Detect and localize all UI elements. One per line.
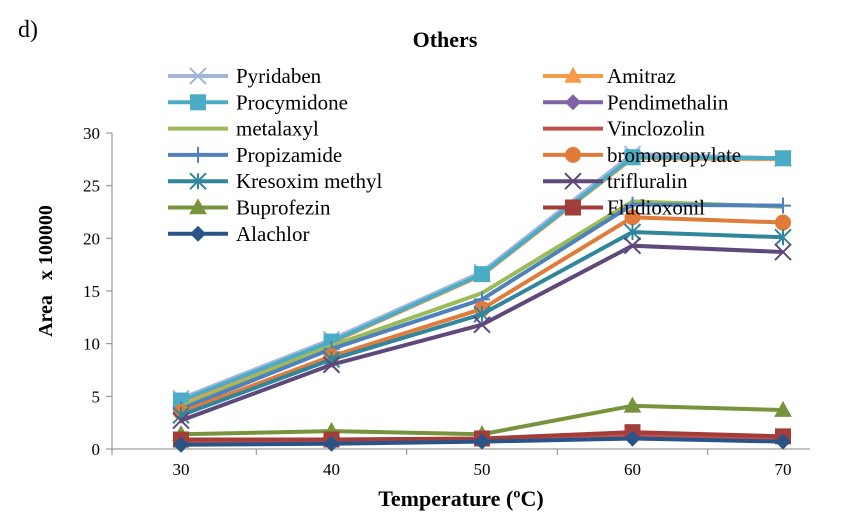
marker-diamond — [624, 430, 641, 447]
legend-label: Alachlor — [236, 222, 309, 246]
legend-label: Pendimethalin — [607, 90, 729, 114]
legend-item: trifluralin — [543, 169, 688, 193]
legend-item: Alachlor — [168, 222, 309, 246]
marker-x — [473, 315, 491, 334]
marker-diamond — [173, 436, 189, 453]
y-tick-label: 15 — [83, 282, 100, 301]
legend-item: Amitraz — [543, 64, 676, 88]
y-axis-label: Area x 100000 — [35, 205, 57, 337]
y-tick-label: 0 — [92, 440, 101, 459]
marker-triangle — [623, 396, 642, 413]
y-tick-label: 20 — [83, 229, 100, 248]
x-tick-label: 70 — [775, 460, 792, 479]
series-alachlor — [173, 430, 791, 453]
series-layer — [172, 145, 792, 453]
marker-x — [322, 356, 341, 374]
legend: Pyridaben Amitraz Procymidone Pendimethalin… — [168, 64, 741, 246]
marker-circle — [775, 214, 791, 231]
marker-x — [172, 411, 190, 430]
marker-x — [564, 172, 582, 190]
marker-circle — [624, 209, 641, 226]
marker-x — [623, 236, 642, 255]
marker-circle — [565, 146, 581, 163]
marker-asterisk — [189, 172, 207, 190]
legend-label: Fludioxonil — [607, 196, 705, 220]
legend-item: Buprofezin — [168, 196, 331, 220]
x-tick-label: 50 — [474, 460, 491, 479]
legend-label: Procymidone — [236, 90, 348, 114]
panel-label: d) — [18, 17, 38, 43]
y-ticks: 0 5 10 15 20 25 30 — [83, 124, 112, 459]
legend-item: Procymidone — [168, 90, 348, 114]
legend-item: metalaxyl — [168, 117, 319, 141]
x-tick-label: 40 — [323, 460, 340, 479]
marker-x — [189, 67, 207, 85]
marker-square — [190, 94, 206, 111]
marker-asterisk — [623, 223, 642, 241]
y-tick-label: 30 — [83, 124, 100, 143]
y-tick-label: 5 — [92, 387, 101, 406]
marker-x — [774, 243, 792, 261]
marker-triangle — [774, 400, 792, 417]
legend-label: Amitraz — [607, 64, 676, 88]
marker-square — [775, 150, 791, 167]
x-tick-label: 30 — [173, 460, 190, 479]
legend-label: trifluralin — [607, 169, 688, 193]
legend-item: Propizamide — [168, 143, 342, 167]
marker-triangle — [189, 198, 207, 215]
legend-label: Propizamide — [236, 143, 342, 167]
marker-diamond — [190, 225, 206, 242]
y-tick-label: 10 — [83, 335, 100, 354]
marker-diamond — [775, 433, 791, 450]
legend-item: Pendimethalin — [543, 90, 729, 114]
legend-item: Vinclozolin — [543, 117, 705, 141]
legend-label: Vinclozolin — [607, 117, 705, 141]
y-tick-label: 25 — [83, 177, 100, 196]
marker-square — [624, 149, 641, 166]
marker-asterisk — [774, 228, 792, 246]
x-tick-label: 60 — [624, 460, 641, 479]
legend-item: Fludioxonil — [543, 196, 705, 220]
marker-diamond — [323, 435, 340, 452]
legend-label: Kresoxim methyl — [236, 169, 383, 193]
marker-diamond — [565, 94, 581, 111]
marker-diamond — [474, 433, 490, 450]
legend-item: bromopropylate — [543, 143, 741, 167]
x-axis-label: Temperature (ºC) — [378, 486, 544, 511]
marker-plus — [190, 146, 206, 163]
x-ticks: 30 40 50 60 70 — [111, 449, 792, 479]
legend-item: Kresoxim methyl — [168, 169, 383, 193]
marker-plus — [775, 197, 791, 214]
marker-triangle — [564, 66, 582, 83]
marker-square — [474, 266, 490, 283]
legend-label: bromopropylate — [607, 143, 741, 167]
chart-title: Others — [413, 27, 478, 52]
marker-square — [565, 199, 581, 216]
legend-label: metalaxyl — [236, 117, 319, 141]
legend-item: Pyridaben — [168, 64, 322, 88]
legend-label: Pyridaben — [236, 64, 322, 88]
legend-label: Buprofezin — [236, 196, 331, 220]
series-trifluralin — [172, 236, 792, 430]
